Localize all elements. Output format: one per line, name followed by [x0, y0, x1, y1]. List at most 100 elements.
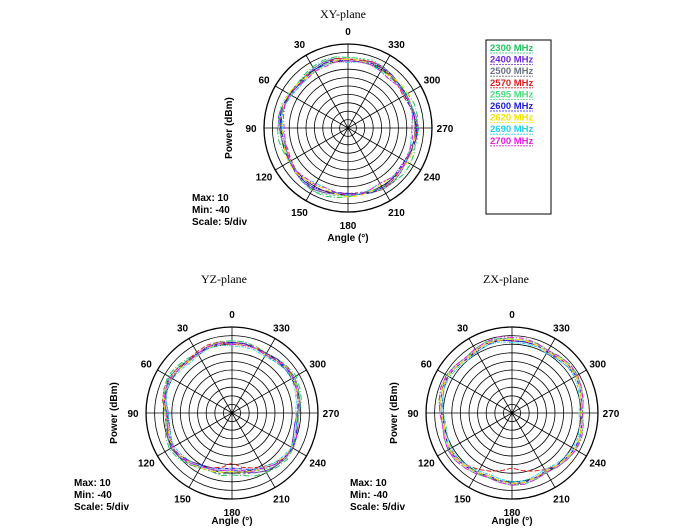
legend-entry: 2570 MHz — [490, 78, 534, 89]
grid-spoke — [305, 55, 349, 129]
angle-tick-label: 60 — [141, 360, 153, 371]
grid-spoke — [511, 412, 587, 457]
legend-entry: 2620 MHz — [490, 113, 534, 124]
angle-tick-label: 90 — [407, 409, 419, 420]
polar-chart-3: ZX-plane 0 30 60 90 120 150 180 210 240 270 300 330 P… — [350, 272, 620, 527]
series-line-2690-mhz — [281, 61, 414, 196]
scale-info-line: Max: 10 — [192, 193, 229, 204]
series-line-2500-mhz — [440, 337, 584, 486]
legend-entry: 2400 MHz — [490, 55, 534, 66]
grid-spoke — [468, 412, 513, 488]
angle-tick-label: 210 — [273, 495, 290, 506]
y-axis-label: Power (dBm) — [109, 382, 120, 444]
series-line-2595-mhz — [162, 340, 301, 473]
angle-tick-label: 270 — [437, 124, 454, 135]
scale-info-line: Max: 10 — [74, 478, 111, 489]
grid-spoke — [157, 412, 233, 457]
legend-box — [485, 39, 552, 215]
y-axis-label: Power (dBm) — [224, 97, 235, 159]
series-line-2620-mhz — [281, 58, 415, 198]
chart-title: YZ-plane — [201, 272, 247, 286]
y-axis-label: Power (dBm) — [389, 382, 400, 444]
legend-entry: 2500 MHz — [490, 66, 534, 77]
angle-tick-label: 210 — [553, 495, 570, 506]
angle-tick-label: 90 — [127, 409, 139, 420]
grid-spoke — [305, 127, 349, 201]
grid-spoke — [231, 412, 276, 488]
angle-tick-label: 90 — [245, 124, 257, 135]
grid-spoke — [347, 127, 391, 201]
scale-info-line: Scale: 5/div — [350, 502, 405, 513]
angle-tick-label: 150 — [454, 495, 471, 506]
grid-spoke — [511, 338, 556, 414]
angle-tick-label: 150 — [291, 208, 308, 219]
legend-entry: 2700 MHz — [490, 136, 534, 147]
angle-tick-label: 60 — [421, 360, 433, 371]
scale-info-line: Max: 10 — [350, 478, 387, 489]
angle-tick-label: 210 — [388, 208, 405, 219]
angle-tick-label: 150 — [174, 495, 191, 506]
angle-tick-label: 120 — [138, 459, 155, 470]
angle-tick-label: 270 — [323, 409, 340, 420]
angle-tick-label: 300 — [589, 360, 606, 371]
grid-spoke — [347, 127, 421, 171]
angle-tick-label: 120 — [256, 173, 273, 184]
grid-spoke — [347, 55, 391, 129]
angle-tick-label: 240 — [589, 459, 606, 470]
scale-info-line: Min: -40 — [350, 490, 388, 501]
angle-tick-label: 300 — [424, 76, 441, 87]
angle-tick-label: 330 — [388, 40, 405, 51]
angle-tick-label: 180 — [504, 508, 521, 519]
grid-spoke — [437, 369, 513, 414]
angle-tick-label: 0 — [345, 27, 351, 38]
grid-spoke — [231, 338, 276, 414]
angle-tick-label: 180 — [340, 221, 357, 232]
polar-chart-2: YZ-plane 0 30 60 90 120 150 180 210 240 270 300 330 P… — [74, 272, 340, 527]
grid-spoke — [188, 338, 233, 414]
series-line-2690-mhz — [442, 341, 581, 483]
grid-spoke — [231, 412, 307, 457]
angle-tick-label: 240 — [309, 459, 326, 470]
angle-tick-label: 120 — [418, 459, 435, 470]
grid-spoke — [275, 127, 349, 171]
scale-info-line: Scale: 5/div — [74, 502, 129, 513]
angle-tick-label: 300 — [309, 360, 326, 371]
series-line-2700-mhz — [163, 343, 299, 472]
angle-tick-label: 0 — [509, 310, 515, 321]
angle-tick-label: 30 — [457, 323, 469, 334]
angle-tick-label: 60 — [258, 76, 270, 87]
angle-tick-label: 270 — [603, 409, 620, 420]
grid-spoke — [231, 369, 307, 414]
legend-entry: 2595 MHz — [490, 89, 534, 100]
series-line-2300-mhz — [163, 340, 302, 477]
angle-tick-label: 180 — [224, 508, 241, 519]
angle-tick-label: 0 — [229, 310, 235, 321]
scale-info-line: Min: -40 — [192, 205, 230, 216]
series-line-2620-mhz — [440, 338, 582, 485]
legend-entry: 2300 MHz — [490, 43, 534, 54]
grid-spoke — [468, 338, 513, 414]
polar-chart-1: XY-plane 0 30 60 90 120 150 180 210 240 270 300 330 P… — [192, 7, 454, 244]
series-line-2600-mhz — [279, 59, 418, 195]
angle-tick-label: 30 — [294, 40, 306, 51]
scale-info-line: Scale: 5/div — [192, 217, 247, 228]
grid-spoke — [157, 369, 233, 414]
grid-spoke — [511, 412, 556, 488]
series-line-2595-mhz — [278, 56, 420, 197]
angle-tick-label: 30 — [177, 323, 189, 334]
grid-spoke — [437, 412, 513, 457]
legend-entry: 2690 MHz — [490, 124, 534, 135]
x-axis-label: Angle (°) — [211, 516, 252, 527]
angle-tick-label: 240 — [424, 173, 441, 184]
grid-spoke — [275, 85, 349, 129]
x-axis-label: Angle (°) — [491, 516, 532, 527]
legend-entry: 2600 MHz — [490, 101, 534, 112]
grid-spoke — [188, 412, 233, 488]
angle-tick-label: 330 — [553, 323, 570, 334]
scale-info-line: Min: -40 — [74, 490, 112, 501]
series-line-2700-mhz — [282, 60, 414, 196]
angle-tick-label: 330 — [273, 323, 290, 334]
series-line-2700-mhz — [438, 336, 584, 486]
